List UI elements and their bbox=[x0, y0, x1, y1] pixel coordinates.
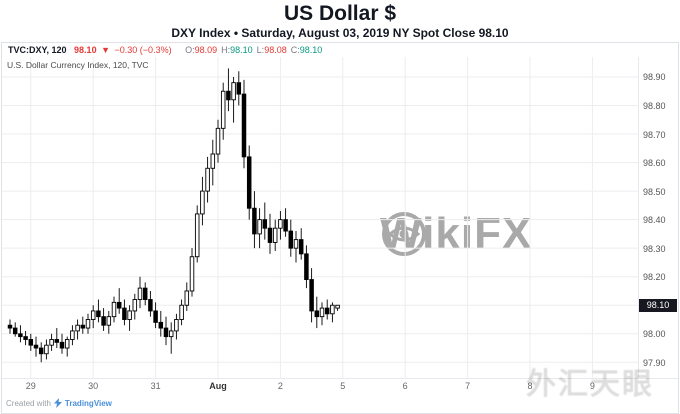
grid bbox=[2, 57, 638, 378]
time-axis-label: Aug bbox=[209, 381, 227, 391]
chart-widget: TVC:DXY, 120 98.10 ▼ −0.30 (−0.3%) O:98.… bbox=[1, 42, 679, 414]
time-axis-label: 6 bbox=[402, 381, 408, 391]
ohlc-field-value: 98.10 bbox=[230, 45, 253, 55]
price-axis-label: 98.50 bbox=[643, 186, 666, 197]
current-price-tag: 98.10 bbox=[639, 298, 677, 312]
ohlc-field-value: 98.08 bbox=[264, 45, 287, 55]
price-axis-label: 98.30 bbox=[643, 243, 666, 254]
price-axis-label: 98.40 bbox=[643, 215, 666, 226]
wikifx-logo-icon bbox=[382, 212, 426, 256]
candlestick-series bbox=[7, 68, 340, 363]
chart-legend[interactable]: U.S. Dollar Currency Index, 120, TVC bbox=[7, 60, 149, 70]
time-axis[interactable]: 29 30 31 Aug 2 5 6 7 8 9 bbox=[2, 378, 678, 394]
time-axis-label: 29 bbox=[25, 381, 36, 391]
price-axis-label: 97.90 bbox=[643, 357, 666, 368]
page-subtitle: DXY Index • Saturday, August 03, 2019 NY… bbox=[171, 26, 509, 40]
symbol-label[interactable]: TVC:DXY, 120 bbox=[8, 45, 67, 55]
time-axis-label: 5 bbox=[340, 381, 346, 391]
ohlc-field-label: L: bbox=[256, 45, 265, 55]
time-axis-label: 2 bbox=[277, 381, 283, 391]
last-price-value: 98.10 bbox=[74, 45, 97, 55]
created-with-label: Created with bbox=[6, 398, 51, 408]
price-down-arrow-icon: ▼ bbox=[101, 45, 111, 55]
price-axis-label: 98.80 bbox=[643, 101, 666, 111]
tradingview-bolt-icon[interactable] bbox=[53, 398, 62, 408]
price-axis-label: 98.00 bbox=[643, 329, 666, 340]
page-title: US Dollar $ bbox=[283, 2, 397, 25]
time-axis-label: 31 bbox=[150, 381, 161, 391]
price-axis-label: 98.70 bbox=[643, 129, 666, 140]
price-change-value: −0.30 (−0.3%) bbox=[114, 45, 172, 55]
ohlc-field-value: 98.09 bbox=[194, 45, 218, 55]
ohlc-field-value: 98.10 bbox=[299, 45, 323, 55]
chart-toolbar: TVC:DXY, 120 98.10 ▼ −0.30 (−0.3%) O:98.… bbox=[2, 43, 678, 57]
ohlc-field-label: O: bbox=[185, 45, 195, 55]
candlestick-chart-svg bbox=[2, 57, 638, 378]
price-axis[interactable]: 98.90 98.80 98.70 98.60 98.50 98.40 98.30 98.20… bbox=[638, 57, 678, 378]
ohlc-field-label: H: bbox=[221, 45, 231, 55]
ohlc-readout: O:98.09 H:98.10 L:98.08 C:98.10 bbox=[181, 45, 322, 55]
time-axis-label: 7 bbox=[465, 381, 471, 391]
time-axis-label: 8 bbox=[527, 381, 533, 391]
chart-footer: Created with TradingView bbox=[6, 395, 112, 411]
price-axis-label: 98.90 bbox=[643, 72, 666, 83]
time-axis-label: 30 bbox=[88, 381, 99, 391]
time-axis-label: 9 bbox=[589, 381, 595, 391]
price-axis-label: 98.60 bbox=[643, 158, 666, 169]
ohlc-field-label: C: bbox=[290, 45, 300, 55]
price-axis-label: 98.20 bbox=[643, 272, 666, 283]
chart-plot-area[interactable]: WikiFX U.S. Dollar Currency Index, 120, … bbox=[2, 57, 638, 378]
tradingview-brand[interactable]: TradingView bbox=[64, 398, 112, 408]
